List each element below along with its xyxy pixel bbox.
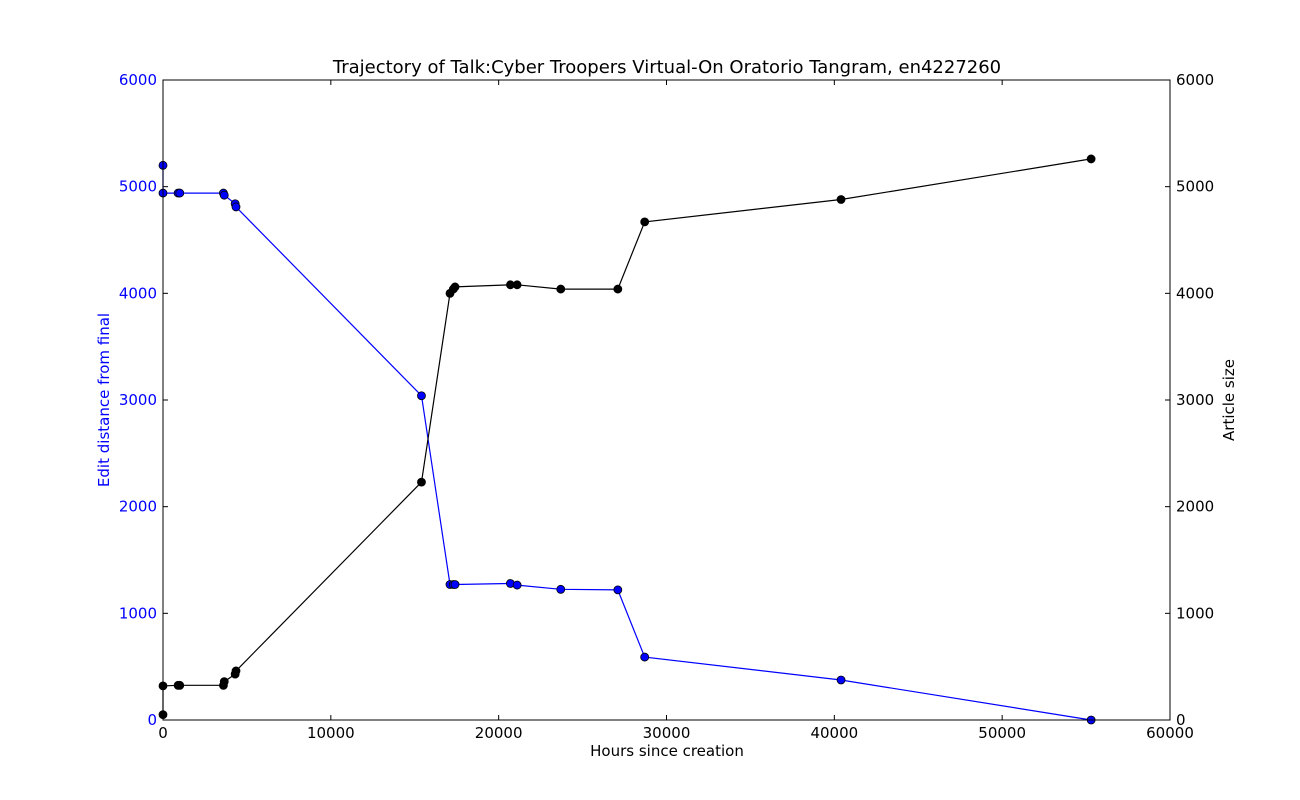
- article-size-point: [512, 280, 522, 290]
- edit-distance-point: [613, 585, 623, 595]
- x-axis-title: Hours since creation: [590, 742, 744, 760]
- x-tick-label: 20000: [475, 724, 523, 742]
- y-right-tick-label: 6000: [1176, 71, 1214, 89]
- article-size-point: [231, 666, 241, 676]
- y-right-tick-label: 3000: [1176, 391, 1214, 409]
- y-right-tick-label: 4000: [1176, 284, 1214, 302]
- article-size-point: [613, 284, 623, 294]
- article-size-point: [175, 680, 185, 690]
- x-tick-label: 30000: [643, 724, 691, 742]
- x-tick-label: 0: [158, 724, 168, 742]
- y-left-tick-label: 1000: [119, 604, 157, 622]
- article-size-point: [836, 195, 846, 204]
- edit-distance-point: [417, 391, 426, 401]
- y-left-tick-label: 6000: [119, 71, 157, 89]
- article-size-point: [556, 284, 566, 294]
- x-tick-label: 10000: [307, 724, 355, 742]
- article-size-point: [450, 282, 460, 292]
- edit-distance-point: [512, 580, 522, 590]
- x-tick-label: 60000: [1146, 724, 1194, 742]
- chart-title: Trajectory of Talk:Cyber Troopers Virtua…: [332, 57, 1001, 78]
- x-tick-label: 40000: [810, 724, 858, 742]
- y-left-tick-label: 5000: [119, 178, 157, 196]
- y-right-tick-label: 0: [1176, 711, 1186, 729]
- edit-distance-point: [219, 190, 229, 200]
- y-axis-right-title: Article size: [1220, 359, 1238, 441]
- edit-distance-point: [836, 675, 846, 685]
- edit-distance-point: [231, 202, 241, 212]
- article-size-point: [640, 217, 650, 227]
- y-right-tick-label: 5000: [1176, 178, 1214, 196]
- y-right-tick-label: 2000: [1176, 498, 1214, 516]
- edit-distance-point: [640, 652, 650, 662]
- y-left-tick-label: 0: [147, 711, 157, 729]
- y-left-tick-label: 2000: [119, 498, 157, 516]
- y-left-tick-label: 4000: [119, 284, 157, 302]
- edit-distance-point: [175, 188, 185, 198]
- edit-distance-point: [556, 584, 566, 594]
- y-left-tick-label: 3000: [119, 391, 157, 409]
- y-axis-left-title: Edit distance from final: [95, 313, 113, 487]
- y-right-tick-label: 1000: [1176, 604, 1214, 622]
- x-tick-label: 50000: [978, 724, 1026, 742]
- edit-distance-point: [450, 580, 460, 589]
- series-layer: [158, 154, 1096, 725]
- axes-layer: 0 10000 20000 30000 40000 50000 60000010002000…: [119, 71, 1214, 742]
- article-size-point: [1086, 154, 1096, 164]
- article-size-point: [219, 677, 229, 686]
- article-size-point: [417, 477, 426, 487]
